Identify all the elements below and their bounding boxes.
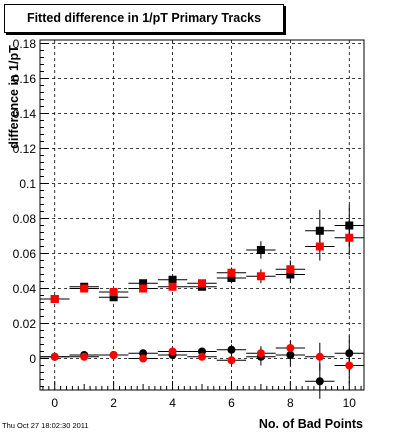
circle-point: [80, 352, 89, 361]
square-point: [345, 233, 354, 242]
axis-ticks: [40, 43, 362, 390]
circle-point: [168, 347, 177, 356]
tick-labels: 0 2 4 6 8 10 0 0.02 0.04 0.06 0.08 0.1 0.12 0.14 0.16 0…: [13, 37, 357, 410]
square-point: [315, 226, 324, 235]
title-box: Fitted difference in 1/pT Primary Tracks: [4, 4, 284, 33]
square-point: [315, 242, 324, 251]
data-marks: [40, 204, 364, 399]
x-axis-label: No. of Bad Points: [259, 417, 363, 431]
y-tick-label: 0.04: [13, 282, 37, 296]
circle-point: [227, 356, 236, 365]
circle-point: [227, 345, 236, 354]
x-tick-label: 6: [228, 396, 235, 410]
y-tick-label: 0.08: [13, 212, 37, 226]
y-axis-label: difference in 1/pT: [7, 45, 21, 149]
square-point: [109, 288, 118, 296]
square-point: [109, 293, 118, 302]
y-tick-label: 0.06: [13, 247, 37, 261]
chart-title: Fitted difference in 1/pT Primary Tracks: [26, 11, 262, 25]
x-tick-label: 0: [51, 396, 58, 410]
square-point: [286, 265, 295, 274]
square-point: [168, 282, 177, 291]
square-point: [198, 279, 206, 288]
x-tick-label: 10: [343, 396, 357, 410]
circle-point: [256, 349, 265, 358]
square-point: [256, 246, 265, 254]
square-point: [227, 268, 236, 277]
y-tick-label: 0.18: [13, 37, 37, 51]
y-tick-label: 0.02: [13, 317, 37, 331]
x-tick-label: 2: [110, 396, 117, 410]
x-tick-label: 4: [169, 396, 176, 410]
y-tick-label: 0.12: [13, 142, 37, 156]
y-tick-label: 0: [29, 352, 36, 366]
y-tick-label: 0.1: [19, 177, 36, 191]
x-tick-label: 8: [287, 396, 294, 410]
circle-point: [315, 352, 324, 361]
y-tick-label: 0.16: [13, 72, 37, 86]
square-point: [139, 279, 148, 288]
circle-point: [286, 344, 295, 352]
square-point: [168, 275, 177, 284]
circle-point: [50, 352, 59, 361]
square-point: [139, 284, 148, 293]
square-point: [256, 272, 265, 281]
square-point: [50, 295, 59, 303]
circle-point: [139, 354, 148, 363]
timestamp: Thu Oct 27 18:02:30 2011: [2, 421, 89, 430]
circle-point: [109, 351, 118, 359]
circle-point: [315, 377, 324, 386]
circle-point: [345, 361, 354, 370]
y-tick-label: 0.14: [13, 107, 37, 121]
circle-point: [198, 352, 206, 361]
grid-lines: [40, 40, 364, 390]
plot-frame: [39, 39, 365, 391]
square-point: [80, 284, 89, 293]
